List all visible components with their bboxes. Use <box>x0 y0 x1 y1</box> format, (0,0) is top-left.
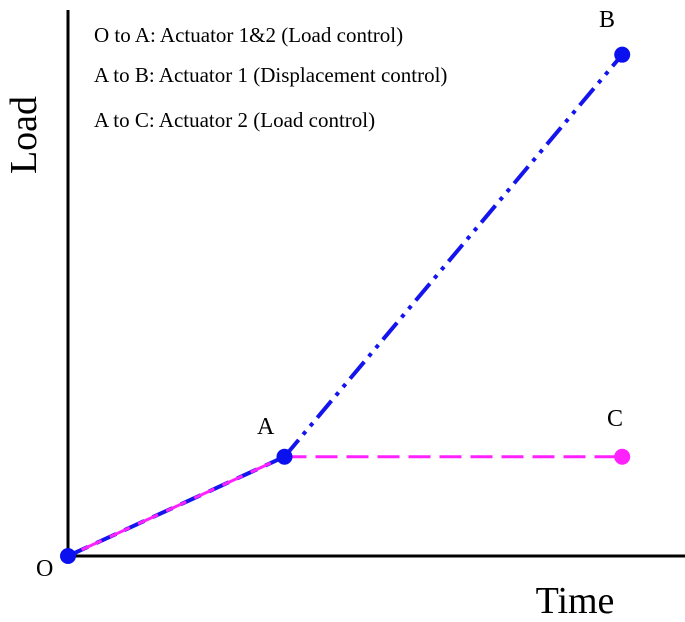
point-label-c: C <box>607 406 623 432</box>
annotation-o-to-a: O to A: Actuator 1&2 (Load control) <box>94 23 403 47</box>
point-label-a: A <box>257 414 275 440</box>
point-label-o: O <box>36 556 53 582</box>
y-axis-label: Load <box>3 96 45 174</box>
series-lines <box>67 53 624 558</box>
data-point-o <box>60 548 76 564</box>
point-label-b: B <box>599 7 615 33</box>
x-axis-label: Time <box>536 580 615 622</box>
series-line-a-b-2 <box>282 53 624 459</box>
series-line-o-a-1 <box>67 455 286 558</box>
annotation-a-to-b: A to B: Actuator 1 (Displacement control… <box>94 63 447 87</box>
data-points <box>60 46 631 564</box>
series-line-o-a-0 <box>67 454 286 558</box>
data-point-c <box>614 448 631 465</box>
data-point-b <box>614 46 631 63</box>
annotation-a-to-c: A to C: Actuator 2 (Load control) <box>94 108 375 132</box>
data-point-a <box>276 448 293 465</box>
